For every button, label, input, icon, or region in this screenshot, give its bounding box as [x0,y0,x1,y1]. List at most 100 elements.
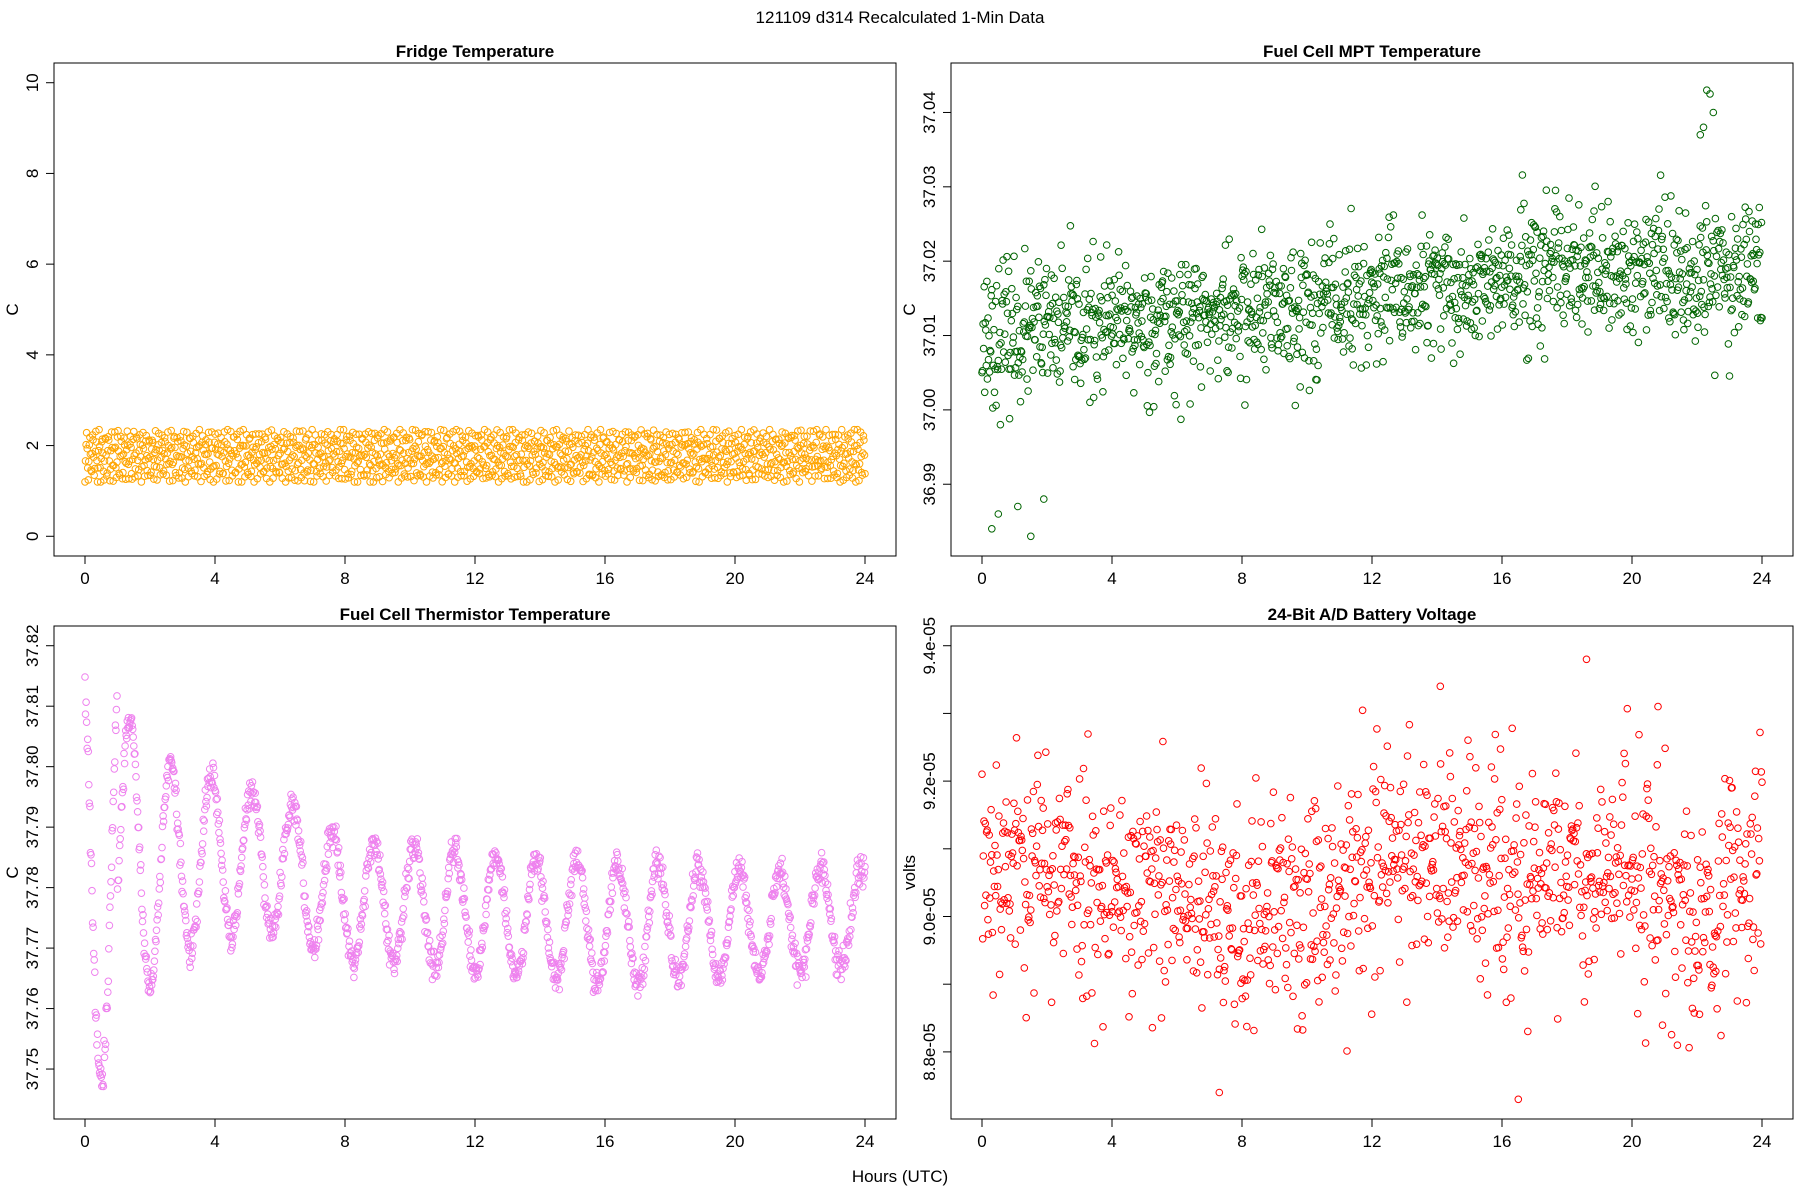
data-point [1583,268,1591,276]
data-point [1664,266,1672,275]
data-point [1170,858,1178,866]
data-point [435,466,444,474]
data-point [1286,284,1295,292]
data-point [1154,377,1163,386]
data-point [160,434,169,442]
data-point [1104,311,1113,320]
data-point [247,472,255,481]
data-point [1042,264,1051,273]
data-point [737,425,746,434]
data-point [1125,324,1134,333]
data-point [980,388,989,397]
data-point [283,447,292,456]
data-point [1319,323,1327,332]
y-axis-label: C [3,303,22,315]
y-tick-label: 37.04 [920,91,939,134]
data-point [1590,306,1599,315]
data-point [1757,218,1766,227]
data-point [1028,829,1037,838]
data-point [1012,819,1020,828]
data-point [1324,296,1332,304]
data-point [763,460,772,468]
data-point [1188,309,1197,317]
data-point [1241,322,1250,331]
data-point [1285,867,1293,876]
data-point [1668,286,1676,294]
data-point [1441,261,1450,269]
data-point [1629,328,1637,337]
data-point [1161,367,1169,376]
data-point [1349,361,1358,369]
data-point [819,442,828,451]
data-point [653,430,661,439]
data-point [131,473,139,481]
data-point [118,802,126,811]
data-point [1376,269,1384,278]
data-point [1001,330,1009,339]
data-point [739,883,747,891]
data-point [1716,229,1725,238]
data-point [1014,502,1022,511]
data-point [981,819,990,828]
data-point [1007,316,1016,325]
data-point [1439,284,1448,292]
data-point [93,1041,101,1049]
data-point [83,744,91,753]
data-point [1582,273,1590,282]
data-point [1257,925,1266,934]
data-point [1539,227,1548,235]
data-point [1291,865,1300,873]
data-point [788,455,797,464]
data-point [985,331,993,340]
data-point [1231,289,1240,298]
data-point [1215,932,1223,940]
data-point [115,856,123,865]
data-point [422,460,430,469]
data-point [1164,940,1172,949]
data-point [165,477,174,485]
data-point [519,478,528,486]
data-point [1544,270,1553,279]
data-point [439,927,448,936]
data-point [1136,294,1145,303]
data-point [1201,868,1209,877]
data-point [661,450,670,459]
data-point [470,442,479,450]
data-point [793,981,802,989]
data-point [1136,917,1145,926]
data-point [640,445,648,453]
data-point [528,451,537,459]
data-point [724,439,733,448]
data-point [1677,308,1685,317]
data-point [1605,299,1614,308]
data-point [365,460,374,468]
data-point [1490,256,1498,265]
data-point [1257,345,1265,354]
data-point [640,965,649,974]
x-tick-label: 24 [856,1132,875,1151]
data-point [1251,911,1259,920]
data-point [997,365,1006,374]
data-point [1149,315,1158,324]
data-point [616,464,625,473]
data-point [1715,237,1724,246]
data-point [1647,310,1655,319]
data-point [846,447,855,456]
data-point [1275,289,1284,298]
data-point [626,943,635,951]
data-point [1470,295,1479,304]
data-point [1123,902,1131,911]
data-point [1345,245,1354,254]
data-point [1140,842,1148,851]
data-point [1307,238,1316,247]
data-point [1120,335,1128,344]
data-point [651,851,660,859]
data-point [290,452,299,461]
data-point [1665,314,1673,322]
x-tick-label: 4 [210,1132,219,1151]
data-point [1255,308,1264,316]
data-point [1255,265,1263,274]
data-point [458,432,467,440]
data-point [249,443,257,452]
data-point [1681,245,1689,254]
